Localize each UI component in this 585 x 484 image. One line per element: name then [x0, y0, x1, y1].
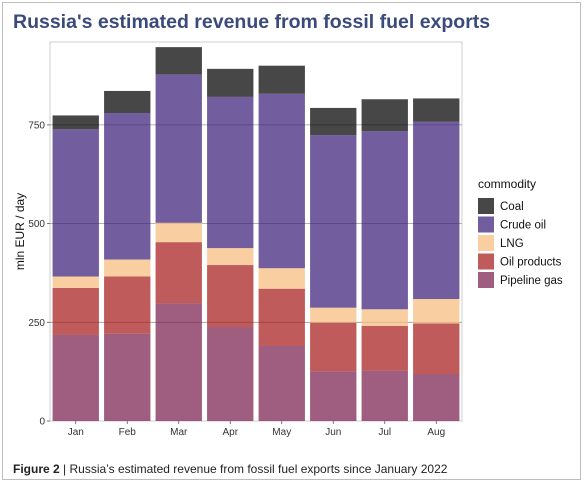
- bar-segment-coal-may: [258, 65, 305, 94]
- legend-title: commodity: [478, 177, 536, 191]
- x-tick-label-jan: Jan: [68, 427, 84, 438]
- bar-segment-crude-oil-jul: [361, 131, 408, 310]
- bar-segment-lng-mar: [155, 222, 202, 243]
- bar-segment-lng-jul: [361, 309, 408, 326]
- bar-segment-coal-jun: [310, 107, 357, 136]
- bar-segment-pipeline-gas-jan: [52, 334, 99, 421]
- legend-swatch-lng: [478, 235, 494, 251]
- legend-swatch-crude-oil: [478, 216, 494, 233]
- bar-segment-oil-products-apr: [207, 265, 254, 328]
- bar-segment-oil-products-jan: [52, 287, 99, 335]
- y-tick-label: 500: [28, 219, 45, 230]
- y-tick-label: 250: [28, 318, 45, 329]
- bar-segment-oil-products-feb: [104, 276, 151, 334]
- bar-segment-coal-jan: [52, 115, 99, 130]
- legend-label-oil-products: Oil products: [500, 257, 562, 269]
- bar-segment-coal-feb: [104, 90, 151, 114]
- bar-segment-oil-products-jun: [310, 322, 357, 372]
- x-tick-label-jul: Jul: [378, 427, 391, 438]
- y-tick-label: 750: [28, 120, 45, 131]
- x-tick-label-feb: Feb: [119, 427, 137, 438]
- bar-segment-coal-apr: [207, 68, 254, 97]
- bar-segment-pipeline-gas-may: [258, 345, 305, 421]
- legend: commodity Coal Crude oil LNG Oil products Pip…: [478, 177, 563, 288]
- bar-segment-pipeline-gas-mar: [155, 303, 202, 421]
- bar-segment-pipeline-gas-aug: [413, 374, 460, 421]
- y-axis-label: mln EUR / day: [13, 193, 27, 270]
- legend-label-crude-oil: Crude oil: [500, 220, 546, 232]
- bar-segment-crude-oil-may: [258, 93, 305, 269]
- bar-segment-crude-oil-aug: [413, 121, 460, 300]
- chart-title: Russia's estimated revenue from fossil f…: [13, 11, 491, 33]
- bar-segment-lng-apr: [207, 248, 254, 266]
- bar-segment-lng-aug: [413, 299, 460, 324]
- bar-segment-crude-oil-jan: [52, 129, 99, 277]
- bars-group: [52, 47, 460, 421]
- x-tick-label-mar: Mar: [170, 427, 188, 438]
- x-axis: Jan Feb Mar Apr May Jun Jul Aug: [68, 421, 445, 438]
- bar-segment-coal-aug: [413, 98, 460, 122]
- legend-swatch-oil-products: [478, 253, 494, 270]
- bar-segment-pipeline-gas-jun: [310, 371, 357, 421]
- y-tick-label: 0: [39, 417, 45, 428]
- bar-segment-crude-oil-feb: [104, 113, 151, 260]
- x-tick-label-aug: Aug: [427, 427, 445, 438]
- bar-segment-oil-products-aug: [413, 323, 460, 375]
- bar-segment-lng-may: [258, 268, 305, 289]
- caption-separator: |: [59, 462, 70, 476]
- bar-segment-oil-products-jul: [361, 325, 408, 371]
- x-tick-label-may: May: [272, 427, 291, 438]
- legend-swatch-pipeline-gas: [478, 272, 494, 288]
- y-axis: 0 250 500 750: [28, 120, 50, 428]
- bar-segment-crude-oil-apr: [207, 96, 254, 249]
- caption-text: Russia’s estimated revenue from fossil f…: [69, 462, 448, 476]
- x-tick-label-jun: Jun: [325, 427, 341, 438]
- bar-segment-oil-products-mar: [155, 242, 202, 304]
- bar-segment-lng-feb: [104, 259, 151, 277]
- legend-label-lng: LNG: [500, 238, 524, 250]
- bar-segment-crude-oil-jun: [310, 135, 357, 308]
- bar-segment-pipeline-gas-apr: [207, 327, 254, 421]
- legend-swatch-coal: [478, 198, 494, 214]
- bar-segment-lng-jan: [52, 276, 99, 288]
- figure-caption: Figure 2 | Russia’s estimated revenue fr…: [13, 462, 447, 476]
- bar-segment-lng-jun: [310, 307, 357, 323]
- x-tick-label-apr: Apr: [222, 427, 238, 438]
- bar-segment-oil-products-may: [258, 288, 305, 346]
- bar-segment-pipeline-gas-feb: [104, 333, 151, 421]
- bar-segment-coal-mar: [155, 47, 202, 75]
- bar-segment-pipeline-gas-jul: [361, 370, 408, 421]
- legend-label-pipeline-gas: Pipeline gas: [500, 275, 563, 287]
- legend-label-coal: Coal: [500, 201, 524, 213]
- bar-segment-crude-oil-mar: [155, 74, 202, 223]
- bar-segment-coal-jul: [361, 99, 408, 132]
- caption-label: Figure 2: [13, 462, 60, 476]
